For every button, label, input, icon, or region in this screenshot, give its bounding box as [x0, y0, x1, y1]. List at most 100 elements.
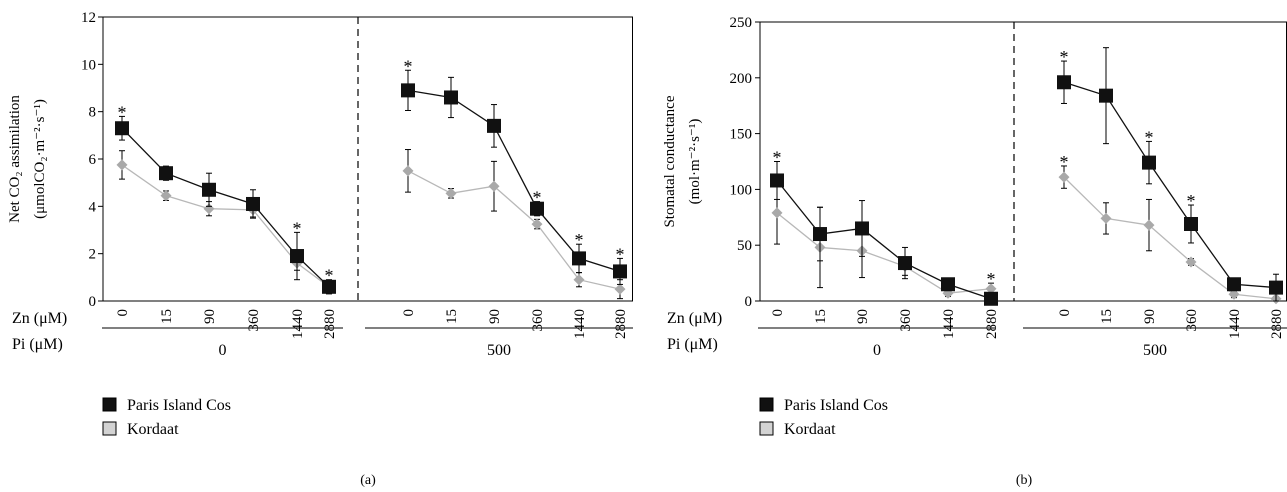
- significance-marker: *: [1187, 191, 1196, 211]
- panel-label: (b): [1016, 473, 1033, 488]
- y-tick-label: 200: [730, 71, 753, 87]
- x-tick-label: 15: [813, 309, 829, 324]
- x-tick-label: 0: [770, 309, 786, 317]
- data-point: [160, 190, 172, 202]
- x-tick-label: 90: [855, 309, 871, 324]
- x-tick-label: 0: [401, 309, 417, 317]
- data-point: [531, 218, 543, 230]
- data-point: [1143, 219, 1155, 231]
- x-tick-label: 15: [159, 309, 175, 324]
- data-point: [813, 227, 827, 242]
- x-tick-label: 2880: [322, 309, 338, 339]
- data-point: [1228, 288, 1240, 300]
- series-line: [776, 212, 992, 294]
- data-point: [573, 274, 585, 286]
- data-point: [202, 182, 216, 197]
- data-point: [116, 159, 128, 171]
- data-point: [613, 264, 627, 279]
- data-point: [1184, 216, 1198, 231]
- y-tick-label: 6: [89, 152, 97, 168]
- y-tick-label: 150: [730, 127, 753, 143]
- significance-marker: *: [404, 56, 413, 76]
- significance-marker: *: [118, 102, 127, 122]
- x-tick-label: 360: [246, 309, 262, 332]
- legend-swatch: [102, 421, 117, 436]
- pi-row-label: Pi (μM): [12, 336, 63, 353]
- legend-swatch: [759, 397, 774, 412]
- data-point: [855, 221, 869, 236]
- y-tick-label: 2: [89, 247, 97, 263]
- x-tick-label: 360: [898, 309, 914, 332]
- data-point: [985, 283, 997, 295]
- legend-label: Paris Island Cos: [784, 397, 888, 414]
- x-tick-label: 90: [202, 309, 218, 324]
- significance-marker: *: [575, 230, 584, 250]
- y-tick-label: 4: [89, 199, 97, 215]
- data-point: [984, 291, 998, 306]
- data-point: [290, 249, 304, 264]
- data-point: [572, 251, 586, 266]
- data-point: [322, 279, 336, 294]
- data-point: [1227, 277, 1241, 292]
- x-tick-label: 1440: [572, 309, 588, 339]
- data-point: [159, 166, 173, 181]
- significance-marker: *: [533, 188, 542, 208]
- data-point: [1058, 171, 1070, 183]
- data-point: [941, 277, 955, 292]
- data-point: [115, 121, 129, 136]
- x-tick-label: 2880: [984, 309, 1000, 339]
- data-point: [770, 173, 784, 188]
- legend-label: Kordaat: [784, 421, 836, 438]
- pi-row-label: Pi (μM): [667, 336, 718, 353]
- x-tick-label: 1440: [1227, 309, 1243, 339]
- y-tick-label: 12: [81, 10, 96, 26]
- series-line: [776, 180, 992, 300]
- x-tick-label: 360: [1184, 309, 1200, 332]
- y-tick-label: 250: [730, 15, 753, 31]
- data-point: [488, 180, 500, 192]
- data-point: [402, 165, 414, 177]
- x-tick-label: 0: [115, 309, 131, 317]
- series-line: [1063, 176, 1277, 300]
- series-line: [121, 164, 330, 288]
- y-tick-label: 8: [89, 105, 97, 121]
- data-point: [530, 201, 544, 216]
- legend-label: Paris Island Cos: [127, 397, 231, 414]
- x-tick-label: 1440: [290, 309, 306, 339]
- series-line: [407, 89, 621, 273]
- data-point: [1142, 155, 1156, 170]
- x-tick-label: 1440: [941, 309, 957, 339]
- significance-marker: *: [773, 148, 782, 168]
- data-point: [445, 187, 457, 199]
- panel-label: (a): [360, 473, 376, 488]
- x-tick-label: 2880: [613, 309, 629, 339]
- significance-marker: *: [293, 218, 302, 238]
- significance-marker: *: [1145, 127, 1154, 147]
- data-point: [444, 90, 458, 105]
- x-tick-label: 90: [487, 309, 503, 324]
- data-point: [487, 118, 501, 133]
- legend-swatch: [102, 397, 117, 412]
- x-tick-label: 0: [1057, 309, 1073, 317]
- series-line: [407, 170, 621, 290]
- y-tick-label: 0: [89, 294, 97, 310]
- y-tick-label: 100: [730, 182, 753, 198]
- zn-row-label: Zn (μM): [12, 310, 67, 327]
- data-point: [1100, 212, 1112, 224]
- significance-marker: *: [616, 244, 625, 264]
- series-line: [1063, 81, 1277, 289]
- x-tick-label: 2880: [1269, 309, 1285, 339]
- x-tick-label: 360: [530, 309, 546, 332]
- significance-marker: *: [1060, 47, 1069, 67]
- data-point: [1269, 280, 1283, 295]
- y-axis-label: Stomatal conductance: [662, 95, 678, 227]
- y-tick-label: 50: [737, 238, 752, 254]
- significance-marker: *: [325, 266, 334, 286]
- chart-panel-a: 0 2 4 6 8 10 12 Net CO₂ assimilation (μmolCO₂·m⁻…: [7, 10, 633, 488]
- pi-group-label: 500: [487, 342, 511, 359]
- zn-row-label: Zn (μM): [667, 310, 722, 327]
- y-tick-label: 0: [745, 294, 753, 310]
- x-tick-label: 15: [444, 309, 460, 324]
